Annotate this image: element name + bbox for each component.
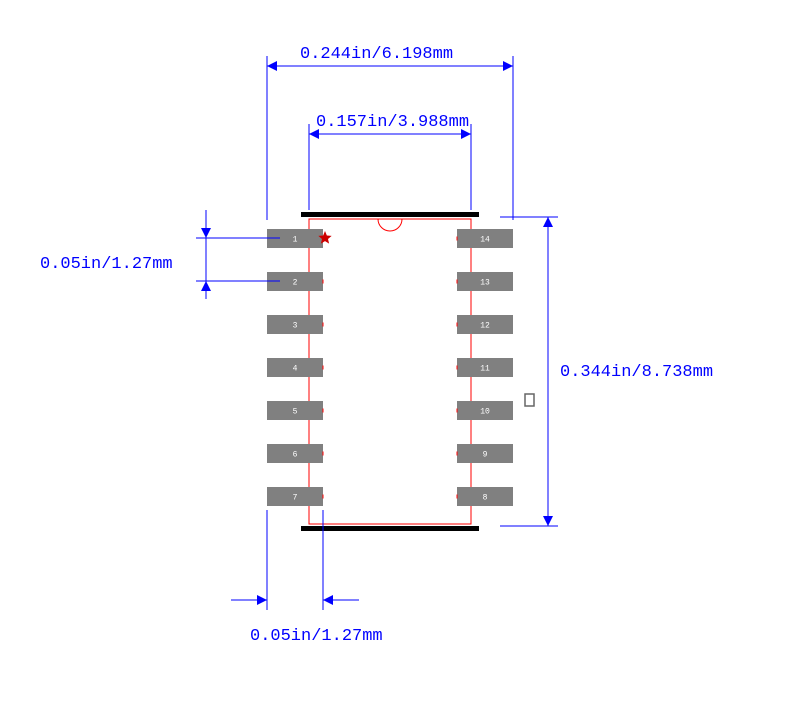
pad-4-label: 4 (293, 365, 298, 374)
footprint-diagram: 12345671413121110980.244in/6.198mm0.157i… (0, 0, 800, 705)
pad-7-label: 7 (293, 494, 298, 503)
ic-body-outline (309, 219, 471, 524)
marker-rect (525, 394, 534, 406)
pad-12-label: 12 (480, 322, 490, 331)
pad-1-label: 1 (293, 236, 298, 245)
dim-pad-width: 0.05in/1.27mm (250, 627, 383, 646)
pad-13-label: 13 (480, 279, 490, 288)
pad-10-label: 10 (480, 408, 490, 417)
dim-body-width: 0.157in/3.988mm (316, 113, 469, 132)
dim-pitch: 0.05in/1.27mm (40, 255, 173, 274)
body-cap-bottom (301, 526, 479, 531)
dim-overall-width: 0.244in/6.198mm (300, 45, 453, 64)
pad-2-label: 2 (293, 279, 298, 288)
pad-3-label: 3 (293, 322, 298, 331)
pad-14-label: 14 (480, 236, 490, 245)
pad-9-label: 9 (483, 451, 488, 460)
pad-11-label: 11 (480, 365, 490, 374)
pad-5-label: 5 (293, 408, 298, 417)
orientation-notch (378, 219, 402, 231)
pad-8-label: 8 (483, 494, 488, 503)
dim-overall-height: 0.344in/8.738mm (560, 363, 713, 382)
body-cap-top (301, 212, 479, 217)
pad-6-label: 6 (293, 451, 298, 460)
